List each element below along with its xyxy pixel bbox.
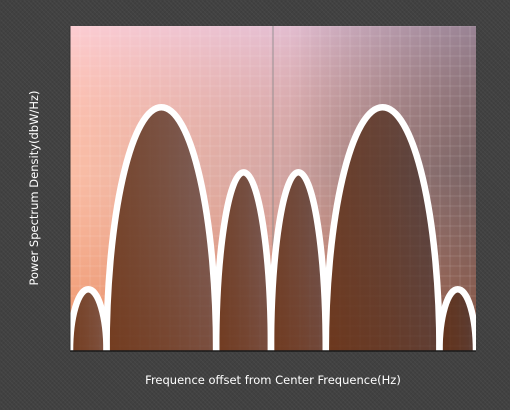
lobe-fill-4 — [270, 172, 326, 351]
lobe-curve-5 — [322, 104, 443, 351]
lobe-fill-3 — [216, 172, 271, 351]
lobe-curve-3 — [212, 169, 275, 351]
lobe-fills — [70, 107, 476, 351]
lobe-fill-2 — [106, 107, 217, 351]
y-axis-title: Power Spectrum Density(dbW/Hz) — [27, 90, 41, 285]
lobe-curve-2 — [103, 104, 220, 351]
plot-area — [70, 26, 476, 351]
x-axis-title: Frequence offset from Center Frequence(H… — [145, 373, 401, 387]
lobe-curve-4 — [267, 169, 330, 351]
lobe-curve-6 — [436, 286, 476, 351]
spectrum-curve — [70, 104, 476, 351]
lobe-fill-5 — [325, 107, 440, 351]
